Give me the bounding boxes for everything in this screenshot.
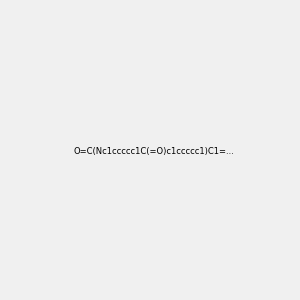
Text: O=C(Nc1ccccc1C(=O)c1ccccc1)C1=...: O=C(Nc1ccccc1C(=O)c1ccccc1)C1=... — [73, 147, 234, 156]
